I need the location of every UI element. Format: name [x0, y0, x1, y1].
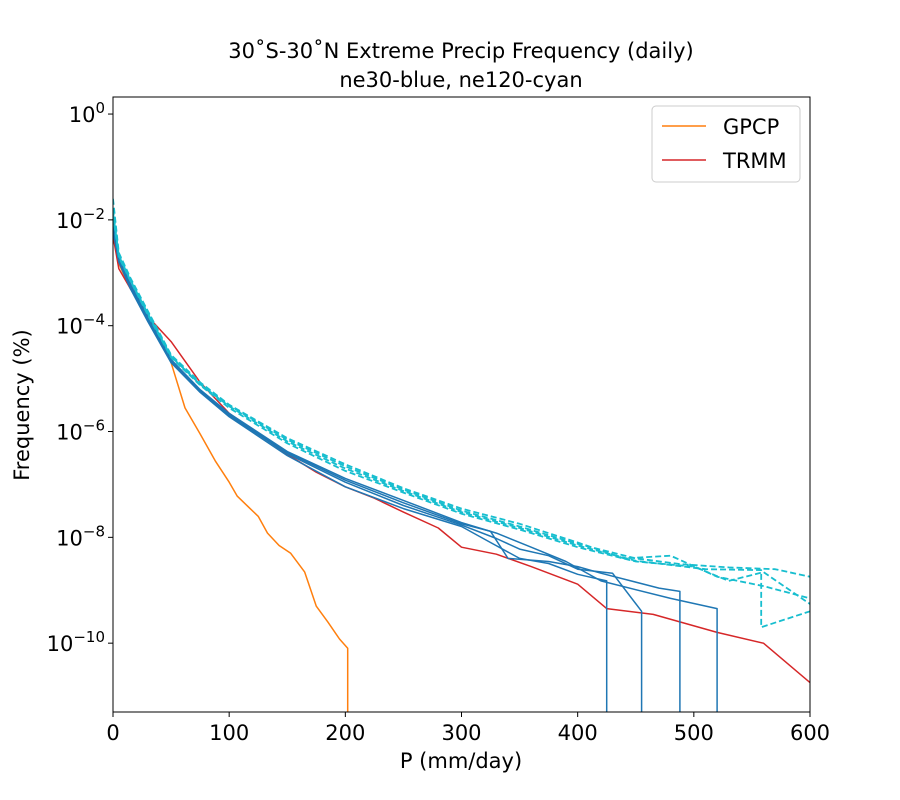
y-axis-label: Frequency (%) [10, 329, 34, 481]
series-line-4 [113, 227, 643, 712]
legend: GPCP TRMM [651, 105, 801, 183]
chart-title: 30˚S-30˚N Extreme Precip Frequency (dail… [228, 39, 693, 63]
x-tick-label: 600 [790, 721, 830, 745]
series-line-1 [113, 235, 349, 712]
legend-label-trmm: TRMM [722, 149, 787, 173]
y-tick-label: 10−2 [56, 205, 105, 233]
x-tick-label: 200 [325, 721, 365, 745]
y-tick-label: 100 [69, 99, 105, 127]
x-tick-label: 500 [674, 721, 714, 745]
series-line-8 [113, 211, 810, 629]
ticks-group: 0 100 200 300 400 500 600 100 10−2 10−4 10−6 10−8 10… [47, 99, 830, 745]
series-line-7 [113, 215, 810, 605]
x-axis-label: P (mm/day) [400, 749, 522, 773]
y-tick-label: 10−6 [56, 417, 105, 445]
legend-box [651, 105, 801, 183]
series-line-2 [113, 235, 810, 684]
y-tick-label: 10−10 [47, 628, 105, 656]
x-tick-label: 0 [106, 721, 119, 745]
x-tick-label: 100 [209, 721, 249, 745]
series-line-3 [113, 231, 608, 712]
series-line-6 [113, 222, 718, 712]
x-tick-label: 300 [441, 721, 481, 745]
series-group [113, 198, 810, 712]
legend-label-gpcp: GPCP [723, 115, 779, 139]
series-line-5 [113, 224, 681, 712]
series-line-10 [113, 198, 810, 600]
y-tick-label: 10−8 [56, 522, 105, 550]
x-tick-label: 400 [558, 721, 598, 745]
y-tick-label: 10−4 [56, 311, 105, 339]
chart-subtitle: ne30-blue, ne120-cyan [339, 68, 582, 92]
series-line-9 [113, 208, 810, 578]
